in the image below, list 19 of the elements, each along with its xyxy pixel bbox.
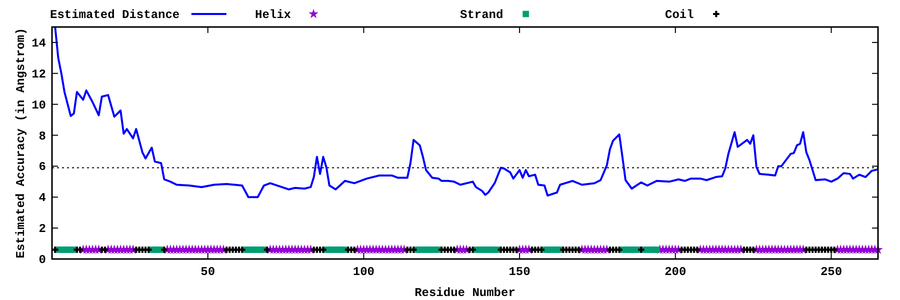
y-axis-title: Estimated Accuracy (in Angstrom) (14, 28, 28, 258)
legend-label: Estimated Distance (50, 8, 180, 22)
y-tick-label: 10 (32, 98, 46, 112)
x-tick-label: 200 (664, 265, 686, 279)
x-axis-title: Residue Number (414, 286, 516, 300)
x-tick-label: 50 (200, 265, 216, 279)
y-tick-label: 0 (38, 253, 46, 267)
x-tick-label: 100 (352, 265, 375, 279)
y-tick-label: 14 (32, 36, 46, 50)
legend-label: Strand (460, 8, 504, 22)
x-tick-label: 150 (508, 265, 530, 279)
legend-label: Coil (665, 8, 694, 22)
y-tick-label: 8 (38, 129, 46, 144)
y-tick-label: 12 (32, 67, 46, 82)
y-tick-label: 2 (38, 222, 46, 236)
y-tick-label: 6 (38, 160, 46, 174)
legend-label: Helix (255, 8, 292, 22)
y-tick-label: 4 (38, 191, 46, 206)
x-tick-label: 250 (820, 265, 842, 279)
